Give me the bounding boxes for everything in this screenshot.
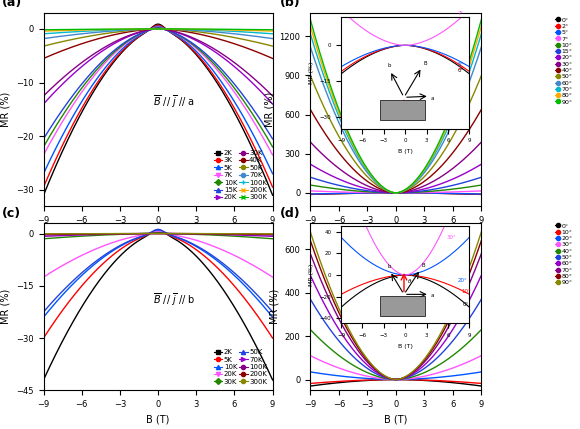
Y-axis label: MR (%): MR (%) [269, 289, 279, 324]
X-axis label: B (T): B (T) [146, 230, 170, 240]
X-axis label: B (T): B (T) [146, 415, 170, 425]
Legend: 0°, 10°, 20°, 30°, 40°, 50°, 60°, 70°, 80°, 90°: 0°, 10°, 20°, 30°, 40°, 50°, 60°, 70°, 8… [554, 222, 574, 287]
Text: $\overline{B}$ // $\overline{j}$ // a: $\overline{B}$ // $\overline{j}$ // a [153, 93, 195, 110]
Text: (c): (c) [2, 207, 21, 220]
Legend: 2K, 3K, 5K, 7K, 10K, 15K, 20K, 30K, 40K, 50K, 70K, 100K, 200K, 300K: 2K, 3K, 5K, 7K, 10K, 15K, 20K, 30K, 40K,… [212, 148, 269, 202]
Text: $\overline{B}$ // $\overline{j}$ // b: $\overline{B}$ // $\overline{j}$ // b [153, 291, 195, 308]
Legend: 0°, 2°, 5°, 7°, 10°, 15°, 20°, 30°, 40°, 50°, 60°, 70°, 80°, 90°: 0°, 2°, 5°, 7°, 10°, 15°, 20°, 30°, 40°,… [554, 16, 574, 106]
Text: (b): (b) [280, 0, 300, 9]
Legend: 2K, 5K, 10K, 20K, 30K, 50K, 70K, 100K, 200K, 300K: 2K, 5K, 10K, 20K, 30K, 50K, 70K, 100K, 2… [212, 347, 269, 387]
Y-axis label: MR (%): MR (%) [264, 92, 274, 127]
X-axis label: B (T): B (T) [384, 230, 408, 240]
Y-axis label: MR (%): MR (%) [1, 289, 10, 324]
Text: (d): (d) [280, 207, 300, 220]
X-axis label: B (T): B (T) [384, 415, 408, 425]
Text: (a): (a) [2, 0, 23, 9]
Y-axis label: MR (%): MR (%) [1, 92, 10, 127]
